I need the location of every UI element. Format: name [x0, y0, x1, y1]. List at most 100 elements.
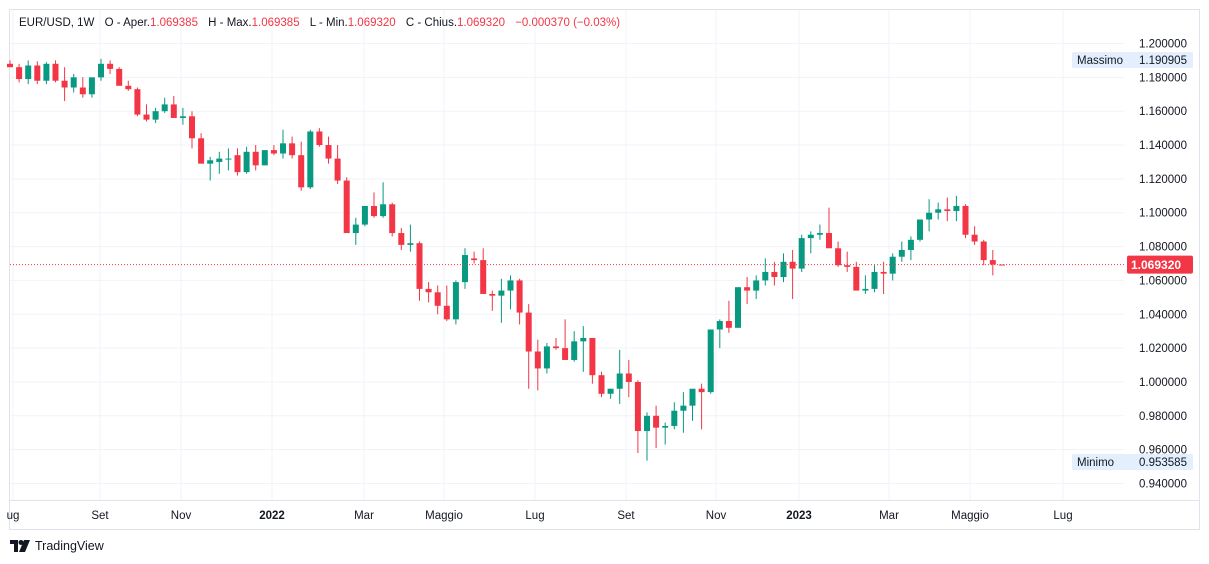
- legend-symbol: EUR/USD, 1W: [19, 17, 95, 29]
- x-tick-label: 2023: [786, 510, 812, 522]
- candle: [179, 107, 186, 125]
- price-axis[interactable]: 1.200000 1.180000 1.160000 1.140000 1.120000…: [1139, 39, 1187, 491]
- candle: [25, 60, 32, 85]
- candle-body: [261, 150, 268, 166]
- candle-body: [671, 410, 678, 426]
- candle: [16, 63, 23, 83]
- candle-body: [516, 280, 523, 313]
- candle-body: [43, 63, 50, 81]
- candle: [689, 388, 696, 421]
- x-tick-label: Set: [617, 510, 635, 522]
- candle-body: [280, 143, 286, 154]
- high-marker-value: 1.190905: [1139, 55, 1187, 67]
- y-tick-label: 1.180000: [1139, 72, 1187, 84]
- candle-body: [989, 260, 996, 265]
- candle: [935, 202, 942, 220]
- candle: [280, 129, 286, 159]
- candle: [835, 241, 842, 267]
- legend-close-value: 1.069320: [457, 17, 505, 29]
- chart-legend: EUR/USD, 1W O - Aper.1.069385 H - Max.1.…: [19, 17, 620, 29]
- candle: [389, 202, 396, 237]
- candle-body: [525, 312, 532, 352]
- candle: [307, 129, 314, 190]
- candle: [434, 285, 441, 315]
- tradingview-brand[interactable]: TradingView: [10, 539, 104, 553]
- candle-body: [562, 348, 569, 360]
- candle: [625, 359, 632, 398]
- candle-body: [289, 143, 296, 156]
- low-marker: Minimo 0.953585: [1072, 454, 1193, 470]
- candle: [853, 261, 860, 291]
- y-tick-label: 1.000000: [1139, 377, 1187, 389]
- x-tick-label: 2022: [259, 510, 285, 522]
- legend-low-value: 1.069320: [347, 17, 396, 29]
- candle-body: [7, 63, 13, 68]
- candle-body: [198, 138, 205, 164]
- high-marker: Massimo 1.190905: [1072, 52, 1193, 68]
- candle: [662, 422, 669, 445]
- candle: [844, 251, 851, 272]
- candle-body: [698, 388, 705, 393]
- grid-lines: [10, 10, 1124, 500]
- candle: [789, 249, 796, 300]
- candle-body: [270, 150, 277, 154]
- candle: [634, 380, 641, 454]
- candle: [571, 331, 578, 362]
- candle-body: [371, 205, 377, 217]
- candle: [953, 195, 960, 222]
- candle: [489, 290, 496, 311]
- candle: [116, 67, 123, 86]
- y-tick-label: 1.020000: [1139, 343, 1187, 355]
- candle-body: [452, 282, 459, 320]
- candle: [79, 77, 86, 98]
- candle-body: [962, 205, 969, 235]
- x-tick-label: Set: [91, 510, 109, 522]
- last-price-tag-value: 1.069320: [1131, 258, 1181, 272]
- candle: [926, 199, 933, 232]
- candle-body: [789, 261, 796, 269]
- candle: [225, 148, 232, 171]
- candle: [744, 277, 751, 305]
- candle-body: [798, 238, 805, 269]
- candle: [780, 253, 787, 283]
- candle-body: [771, 271, 778, 278]
- y-tick-label: 1.140000: [1139, 140, 1187, 152]
- candle: [7, 60, 13, 68]
- low-marker-value: 0.953585: [1139, 457, 1187, 469]
- candle-body: [407, 243, 414, 245]
- candle-body: [325, 145, 332, 159]
- candle-body: [607, 388, 614, 394]
- candle: [871, 265, 878, 293]
- candle-body: [134, 89, 141, 115]
- candle-body: [543, 346, 550, 369]
- candle-body: [953, 205, 960, 212]
- low-marker-bg: [1072, 454, 1193, 470]
- candle: [589, 337, 596, 384]
- candle-body: [935, 209, 942, 213]
- candle: [534, 339, 541, 391]
- candle-body: [25, 65, 32, 80]
- candle: [452, 280, 459, 325]
- candle: [543, 343, 550, 374]
- candle: [962, 204, 969, 239]
- candle-body: [926, 212, 933, 220]
- candle: [907, 236, 914, 261]
- chart-frame[interactable]: [9, 9, 1200, 530]
- candle-body: [998, 264, 1005, 266]
- x-tick-label: Mar: [879, 510, 899, 522]
- candle: [125, 80, 132, 91]
- candle: [680, 392, 687, 433]
- candle-body: [780, 261, 787, 278]
- candle-body: [161, 104, 168, 112]
- candle-body: [61, 80, 68, 88]
- last-price-tag: 1.069320: [1127, 255, 1193, 274]
- candle: [443, 285, 450, 322]
- candle: [43, 62, 50, 85]
- time-axis[interactable]: ug Set Nov 2022 Mar Maggio Lug Set Nov 2023 Mar Mag…: [7, 500, 1199, 523]
- candle: [343, 177, 350, 234]
- candle-body: [316, 131, 323, 146]
- candle-body: [225, 158, 232, 160]
- candle: [771, 261, 778, 286]
- candle-body: [352, 224, 359, 234]
